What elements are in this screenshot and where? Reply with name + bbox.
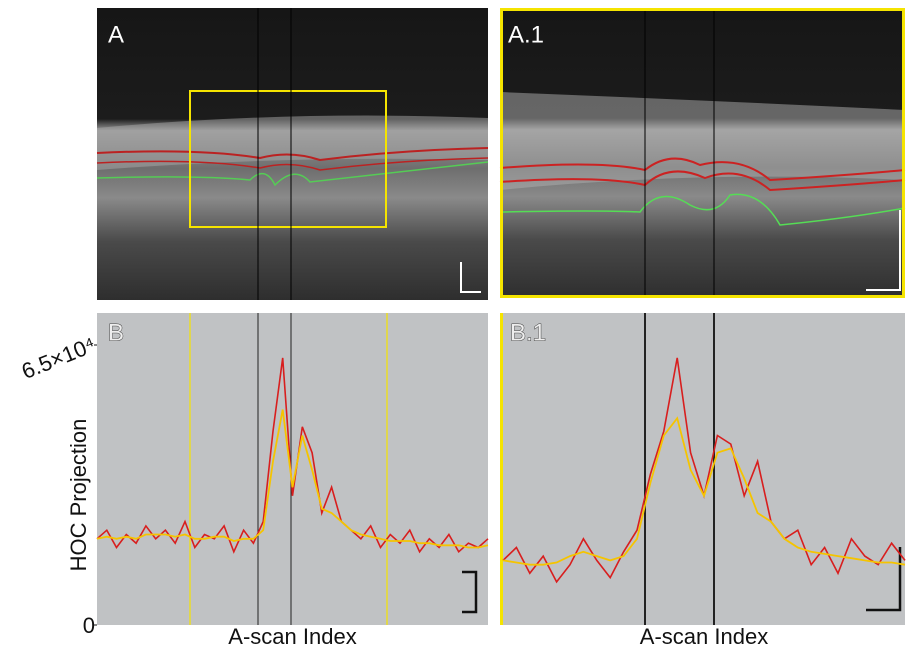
y-tick-label: 0 [83,613,95,638]
figure: A A.1 B A-scan Index HOC Projection 0 6.5×10… [0,0,907,650]
panel-label: A [108,21,124,48]
y-axis-label: HOC Projection [66,419,91,572]
panel-label: B [108,319,124,346]
x-axis-label: A-scan Index [228,624,356,649]
panel-label: B.1 [510,319,546,346]
oct-image-a: A [97,8,488,300]
y-tick-label: 6.5×10⁴ [18,332,99,384]
panel-label: A.1 [508,21,544,48]
x-axis-label: A-scan Index [640,624,768,649]
plot-area [503,313,905,625]
oct-image-a1: A.1 [500,8,905,298]
plot-area [97,313,488,625]
